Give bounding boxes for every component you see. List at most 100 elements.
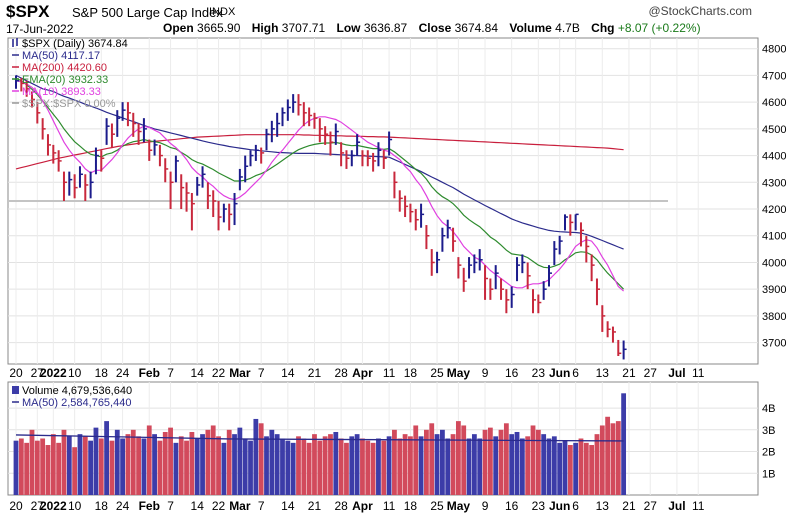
volume-bar	[274, 434, 280, 495]
price-tick-label: 4200	[762, 204, 786, 216]
stockcharts-brand[interactable]: @StockCharts.com	[648, 4, 752, 18]
volume-bar	[440, 429, 445, 495]
volume-bar	[248, 440, 253, 495]
x-tick-label: 18	[95, 499, 109, 513]
x-tick-label: 23	[532, 499, 546, 513]
volume-bar	[312, 434, 317, 495]
ohlc-bar	[276, 112, 281, 137]
ohlc-bar	[153, 139, 158, 156]
ohlc-bar	[537, 294, 542, 314]
x-tick-label: May	[447, 366, 471, 380]
volume-bar	[386, 436, 392, 495]
ohlc-bar	[196, 176, 201, 196]
open-value: 3665.90	[197, 21, 241, 35]
ohlc-bar	[606, 321, 611, 338]
x-tick-label: 22	[212, 366, 226, 380]
volume-bar	[40, 438, 46, 495]
ohlc-bar	[52, 144, 57, 164]
volume-bar	[194, 438, 200, 495]
price-tick-label: 4400	[762, 151, 786, 163]
x-tick-label: 14	[191, 366, 205, 380]
x-tick-label: 11	[383, 499, 396, 513]
ohlc-bar	[84, 174, 89, 201]
x-tick-label: 13	[596, 366, 610, 380]
volume-bar	[381, 440, 387, 495]
x-tick-label: 11	[692, 499, 705, 513]
ohlc-bar	[260, 147, 265, 164]
volume-bar	[605, 416, 611, 495]
volume-bar	[461, 425, 467, 495]
x-tick-label: 7	[258, 499, 265, 513]
ohlc-bar	[265, 128, 270, 151]
x-tick-label: 25	[430, 499, 444, 513]
ohlc-bar	[558, 235, 563, 255]
volume-bar	[184, 440, 189, 495]
quote-summary: Open 3665.90 High 3707.71 Low 3636.87 Cl…	[163, 21, 701, 35]
quote-date: 17-Jun-2022	[6, 22, 74, 36]
ohlc-bar	[372, 152, 377, 172]
volume-bar	[157, 440, 163, 495]
x-tick-label: 18	[95, 366, 109, 380]
ohlc-bar	[318, 118, 323, 143]
x-tick-label: 27	[31, 366, 45, 380]
close-value: 3674.84	[454, 21, 498, 35]
volume-bar	[296, 436, 301, 495]
ohlc-bar	[345, 150, 350, 169]
x-tick-label: 7	[258, 366, 265, 380]
volume-bar	[429, 423, 435, 495]
volume-bar	[589, 445, 595, 495]
ohlc-bar	[185, 182, 190, 212]
volume-bar	[141, 438, 147, 495]
volume-bar	[216, 436, 221, 495]
volume-icon	[12, 386, 19, 394]
volume-bar	[370, 442, 376, 495]
x-tick-label: 18	[404, 366, 418, 380]
x-tick-label: Apr	[352, 366, 373, 380]
ma10-line	[15, 80, 624, 292]
chart-header: $SPX S&P 500 Large Cap Index INDX @Stock…	[0, 0, 800, 38]
ohlc-bar	[425, 225, 430, 250]
volume-bar	[13, 440, 19, 495]
volume-bar	[258, 423, 264, 495]
volume-bar	[280, 438, 285, 495]
ohlc-bar	[206, 182, 211, 210]
volume-bar	[237, 427, 243, 495]
volume-bar	[424, 429, 429, 495]
chg-label: Chg	[591, 21, 615, 35]
ohlc-bar	[452, 227, 457, 252]
volume-bar	[349, 436, 355, 495]
volume-bar	[61, 429, 67, 495]
ohlc-bar	[30, 91, 35, 108]
volume-bar	[210, 425, 216, 495]
volume-bar	[221, 442, 227, 495]
volume-legend-entry: MA(50) 2,584,765,440	[22, 397, 131, 409]
volume-bar	[445, 438, 451, 495]
volume-bar	[487, 427, 493, 495]
volume-bar	[466, 438, 472, 495]
ohlc-bar	[137, 123, 142, 145]
ohlc-bar	[436, 251, 441, 274]
volume-bar	[519, 438, 525, 495]
volume-bar	[402, 434, 408, 495]
volume-value: 4.7B	[555, 21, 580, 35]
ohlc-bar	[116, 110, 121, 137]
volume-bar	[242, 438, 248, 495]
x-tick-label: 14	[281, 499, 295, 513]
x-tick-label: 6	[572, 366, 579, 380]
volume-bar	[557, 442, 563, 495]
x-tick-label: Jun	[549, 366, 570, 380]
ohlc-bar	[121, 102, 126, 121]
ohlc-bar	[94, 147, 99, 175]
volume-bar	[66, 436, 72, 495]
ohlc-bar	[468, 257, 473, 279]
volume-label: Volume	[509, 21, 552, 35]
ohlc-bar	[595, 278, 600, 306]
ohlc-bar	[398, 190, 403, 212]
x-tick-label: 10	[68, 366, 82, 380]
volume-bar	[376, 438, 381, 495]
price-legend-entry: MA(10) 3893.33	[22, 86, 101, 98]
volume-bar	[253, 418, 259, 495]
ohlc-bar	[110, 123, 115, 148]
volume-bar	[232, 434, 237, 495]
ohlc-bar	[190, 192, 195, 231]
